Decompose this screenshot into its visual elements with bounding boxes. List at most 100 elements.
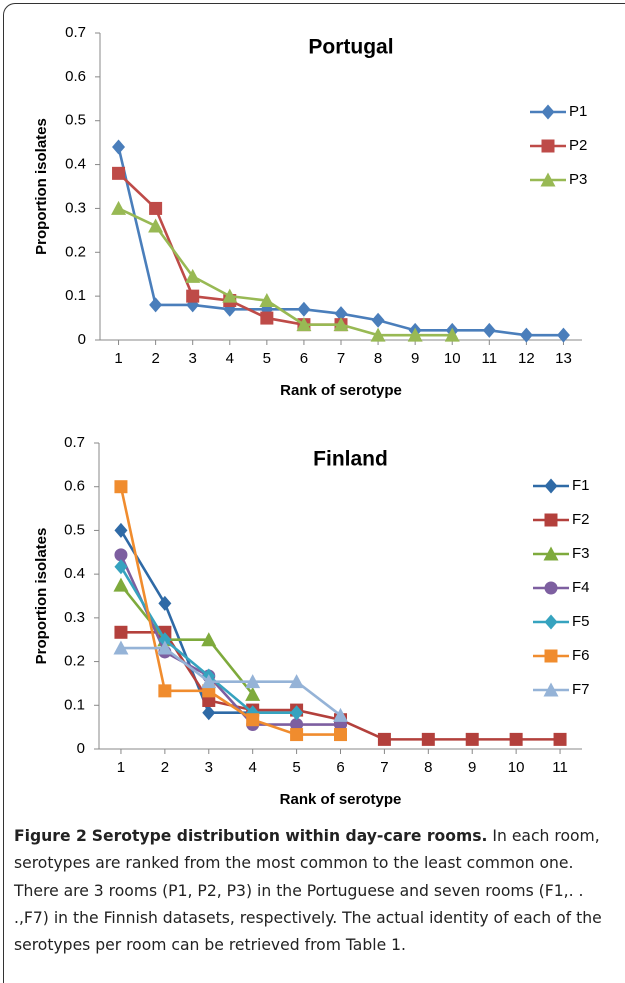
x-tick-label: 12 [518, 350, 535, 367]
legend-label: P1 [569, 103, 587, 120]
x-tick-label: 1 [114, 350, 122, 367]
marker [186, 289, 200, 303]
series-line [119, 486, 341, 736]
legend-marker [541, 139, 555, 153]
x-axis-label: Rank of serotype [280, 791, 402, 808]
x-tick-label: 13 [555, 350, 572, 367]
y-tick-label: 0.4 [65, 156, 86, 173]
legend-label: F6 [572, 647, 590, 664]
marker [185, 268, 201, 283]
x-tick-label: 9 [468, 759, 476, 776]
x-tick-label: 4 [226, 350, 234, 367]
x-tick-label: 9 [411, 350, 419, 367]
marker [290, 705, 304, 721]
marker [157, 640, 173, 655]
x-tick-label: 3 [189, 350, 197, 367]
legend-label: F7 [572, 681, 590, 698]
caption-text: In each room, serotypes are ranked from … [14, 827, 602, 955]
legend-marker [541, 104, 555, 120]
marker [556, 327, 570, 343]
x-tick-label: 2 [161, 759, 169, 776]
y-tick-label: 0.5 [65, 112, 86, 129]
y-tick-label: 0.7 [65, 24, 86, 41]
marker [113, 577, 129, 592]
marker [333, 707, 348, 722]
y-tick-label: 0.3 [65, 199, 86, 216]
series-line [119, 554, 341, 726]
marker [370, 327, 386, 342]
y-tick-label: 0.1 [65, 287, 86, 304]
legend-label: F5 [572, 613, 590, 630]
legend-label: F1 [572, 477, 590, 494]
y-tick-label: 0.6 [65, 68, 86, 85]
marker [259, 293, 275, 308]
marker [297, 301, 311, 317]
x-tick-label: 11 [552, 759, 568, 776]
marker [114, 522, 128, 538]
marker [407, 327, 423, 342]
chart-title: Finland [313, 448, 388, 471]
marker [112, 166, 126, 180]
marker [509, 732, 523, 746]
x-tick-label: 5 [292, 759, 300, 776]
marker [149, 201, 163, 215]
marker [112, 139, 126, 155]
legend-marker [544, 513, 558, 527]
marker [482, 322, 496, 338]
y-tick-label: 0.5 [64, 521, 85, 538]
x-axis-label: Rank of serotype [280, 382, 402, 399]
marker [158, 595, 172, 611]
legend-marker [544, 649, 558, 663]
marker [149, 297, 163, 313]
marker [202, 705, 216, 721]
legend-label: P3 [569, 171, 587, 188]
marker [290, 718, 304, 732]
x-tick-label: 6 [300, 350, 308, 367]
series-line [117, 207, 453, 337]
legend-marker [543, 682, 559, 697]
y-tick-label: 0.2 [64, 653, 85, 670]
legend-marker [543, 546, 559, 561]
y-tick-label: 0.4 [64, 565, 85, 582]
legend-label: F4 [572, 579, 590, 596]
y-axis-label: Proportion isolates [33, 528, 50, 665]
marker [246, 713, 260, 727]
marker [114, 625, 128, 639]
marker [334, 306, 348, 322]
y-tick-label: 0.2 [65, 243, 86, 260]
marker [113, 640, 129, 655]
y-tick-label: 0 [78, 331, 86, 348]
legend-label: F3 [572, 545, 590, 562]
x-tick-label: 7 [380, 759, 388, 776]
x-tick-label: 8 [374, 350, 382, 367]
marker [333, 317, 349, 332]
caption-title: Serotype distribution within day-care ro… [91, 827, 488, 845]
marker [465, 732, 479, 746]
x-tick-label: 5 [263, 350, 271, 367]
marker [421, 732, 435, 746]
x-tick-label: 11 [482, 350, 498, 367]
y-tick-label: 0.6 [64, 478, 85, 495]
marker [371, 312, 385, 328]
frame [3, 3, 625, 983]
marker [148, 218, 164, 233]
x-tick-label: 1 [117, 759, 125, 776]
legend-marker [544, 478, 558, 494]
marker [114, 559, 128, 575]
marker [245, 686, 261, 701]
x-tick-label: 7 [337, 350, 345, 367]
y-tick-label: 0 [77, 740, 85, 757]
legend-marker [544, 581, 558, 595]
marker [158, 684, 172, 698]
marker [296, 317, 312, 332]
marker [201, 632, 217, 647]
marker [290, 728, 304, 742]
x-tick-label: 4 [249, 759, 257, 776]
chart-title: Portugal [308, 36, 393, 59]
marker [377, 732, 391, 746]
series-line [119, 584, 254, 696]
y-axis-label: Proportion isolates [33, 118, 50, 255]
x-tick-label: 10 [444, 350, 461, 367]
caption-label: Figure 2 [14, 827, 87, 845]
